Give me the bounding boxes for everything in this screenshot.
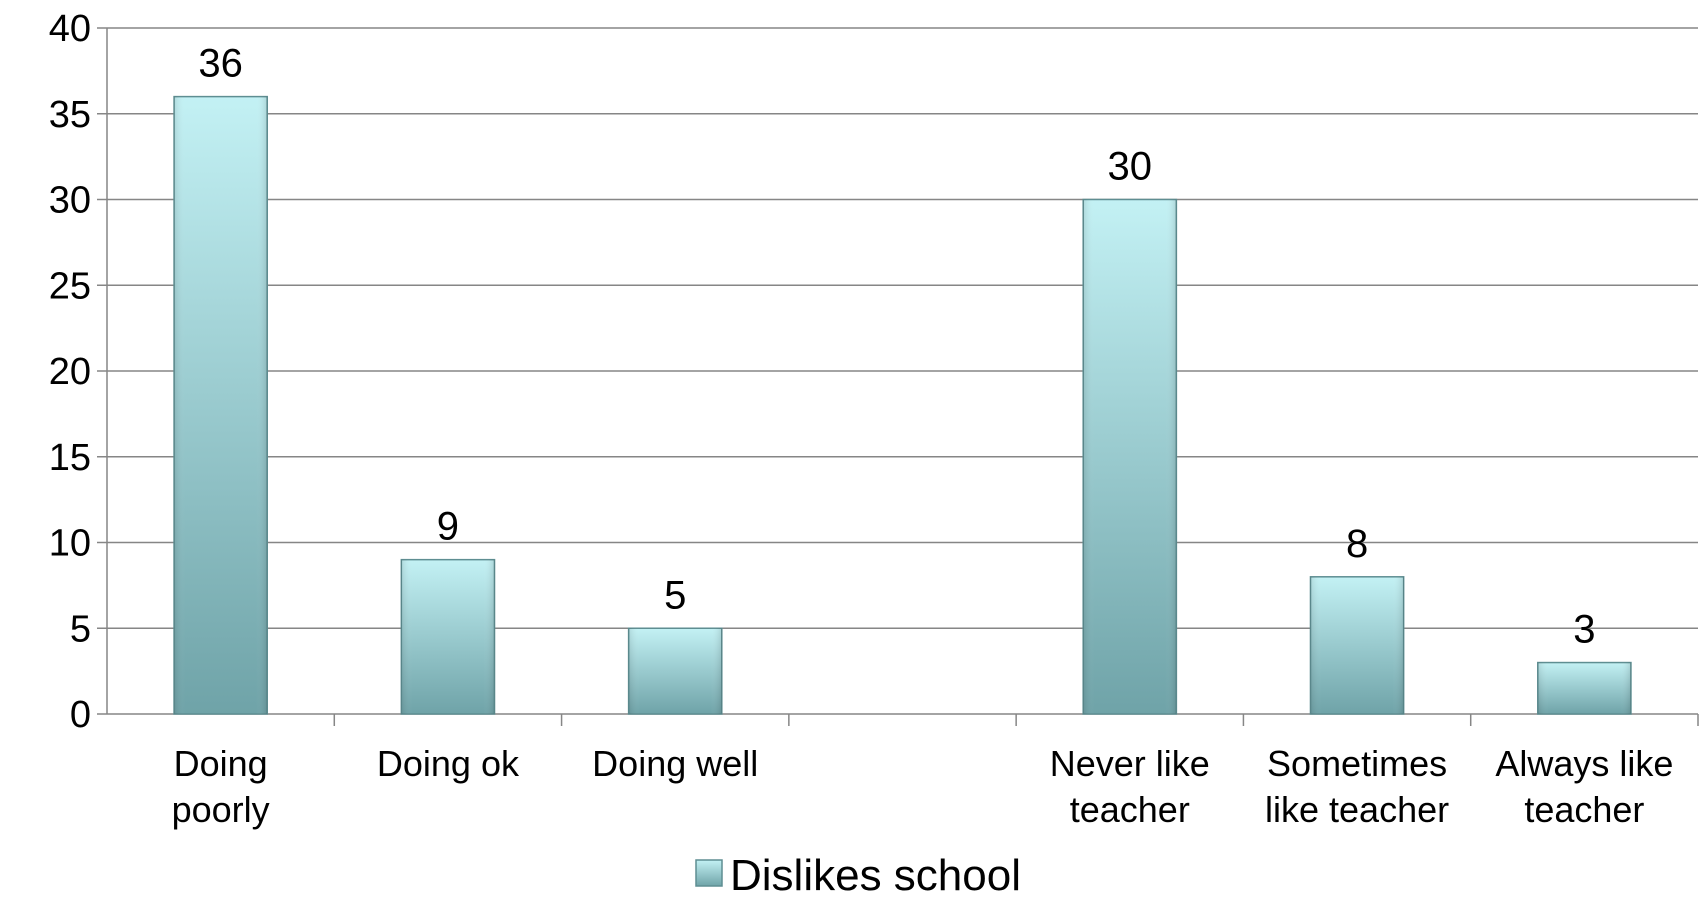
axes: [97, 27, 1699, 726]
data-label: 30: [1108, 145, 1153, 189]
y-tick-label: 35: [49, 94, 91, 136]
x-category-label: Doing poorly: [172, 743, 270, 830]
bars: [173, 95, 1632, 715]
legend-swatch: [695, 859, 723, 887]
y-tick-label: 25: [49, 265, 91, 307]
data-label: 36: [198, 42, 243, 86]
legend: Dislikes school: [695, 851, 1021, 900]
data-label: 3: [1573, 608, 1595, 652]
bar-shading: [401, 559, 495, 714]
y-tick-label: 30: [49, 180, 91, 222]
bar-shading: [1310, 576, 1404, 714]
y-tick-label: 40: [49, 8, 91, 50]
data-label: 9: [437, 505, 459, 549]
x-category-label: Doing well: [592, 743, 758, 784]
x-category-label: Doing ok: [377, 743, 520, 784]
bar-shading: [174, 96, 268, 715]
labels: 0 5 10 15 20 25 30 35 40 36 Doing poorly 9 Doing ok 5 D…: [49, 8, 1674, 830]
legend-label: Dislikes school: [730, 851, 1021, 900]
y-tick-label: 5: [70, 608, 91, 650]
data-label: 8: [1346, 522, 1368, 566]
bar-shading: [628, 628, 722, 714]
y-tick-label: 0: [70, 694, 91, 736]
gridlines: [107, 27, 1698, 629]
y-tick-label: 15: [49, 437, 91, 479]
y-tick-label: 10: [49, 523, 91, 565]
data-label: 5: [664, 573, 686, 617]
y-tick-label: 20: [49, 351, 91, 393]
x-category-label: Never like teacher: [1050, 743, 1210, 830]
x-category-label: Sometimes like teacher: [1265, 743, 1449, 830]
bar-shading: [1537, 662, 1631, 714]
bar-shading: [1083, 199, 1177, 714]
x-category-label: Always like teacher: [1495, 743, 1673, 830]
